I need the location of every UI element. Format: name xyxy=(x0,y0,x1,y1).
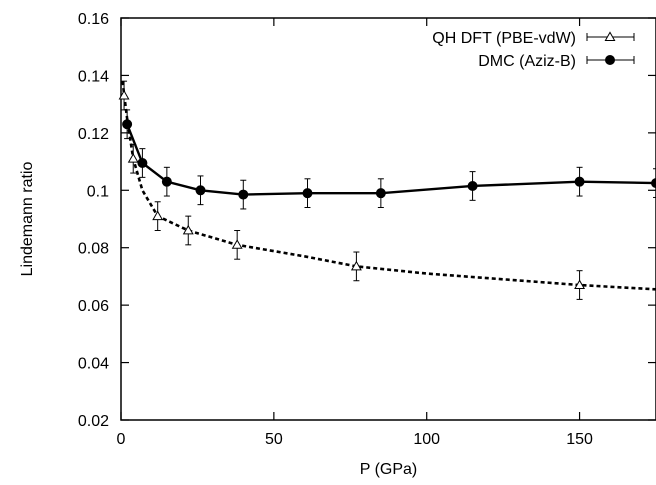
dmc-point xyxy=(574,176,585,187)
y-axis-label: Lindemann ratio xyxy=(19,162,36,277)
x-tick-label: 100 xyxy=(413,431,440,448)
legend-label-qh-dft: QH DFT (PBE-vdW) xyxy=(432,30,576,47)
qh-dft-point xyxy=(127,153,139,163)
dmc-point xyxy=(161,176,172,187)
dmc-point xyxy=(137,158,148,169)
y-tick-label: 0.14 xyxy=(78,68,109,85)
qh-dft-point xyxy=(152,210,164,221)
legend-label-dmc: DMC (Aziz-B) xyxy=(478,53,576,70)
qh-dft-line xyxy=(121,81,656,291)
y-tick-label: 0.12 xyxy=(78,126,109,143)
dmc-point xyxy=(195,185,206,196)
x-tick-label: 50 xyxy=(265,431,283,448)
y-tick-label: 0.04 xyxy=(78,356,109,373)
dmc-point xyxy=(238,189,249,200)
qh-dft-point xyxy=(350,260,362,271)
dmc-point xyxy=(375,188,386,199)
qh-dft-point xyxy=(574,279,586,289)
dmc-point xyxy=(122,119,133,130)
legend: QH DFT (PBE-vdW) DMC (Aziz-B) xyxy=(432,30,635,70)
qh-dft-point xyxy=(118,89,130,100)
y-tick-label: 0.02 xyxy=(78,413,109,430)
dmc-point xyxy=(651,178,656,189)
legend-marker-qh-dft xyxy=(604,31,616,41)
dmc-point xyxy=(302,188,313,199)
plot-frame xyxy=(120,17,656,421)
y-tick-label: 0.08 xyxy=(78,241,109,258)
x-tick-label: 150 xyxy=(566,431,593,448)
qh-dft-point xyxy=(231,239,243,249)
legend-marker-dmc xyxy=(605,55,615,65)
y-tick-label: 0.1 xyxy=(87,183,109,200)
x-tick-label: 0 xyxy=(117,431,126,448)
plot-area: 0.02 0.04 0.06 0.08 0.1 0.12 0.14 0.16 0 50 100 150 xyxy=(78,11,656,448)
y-tick-label: 0.16 xyxy=(78,11,109,28)
dmc-line xyxy=(125,123,656,196)
dmc-point xyxy=(467,180,478,191)
qh-dft-point xyxy=(182,224,194,235)
x-axis-label: P (GPa) xyxy=(360,461,418,478)
y-tick-label: 0.06 xyxy=(78,298,109,315)
